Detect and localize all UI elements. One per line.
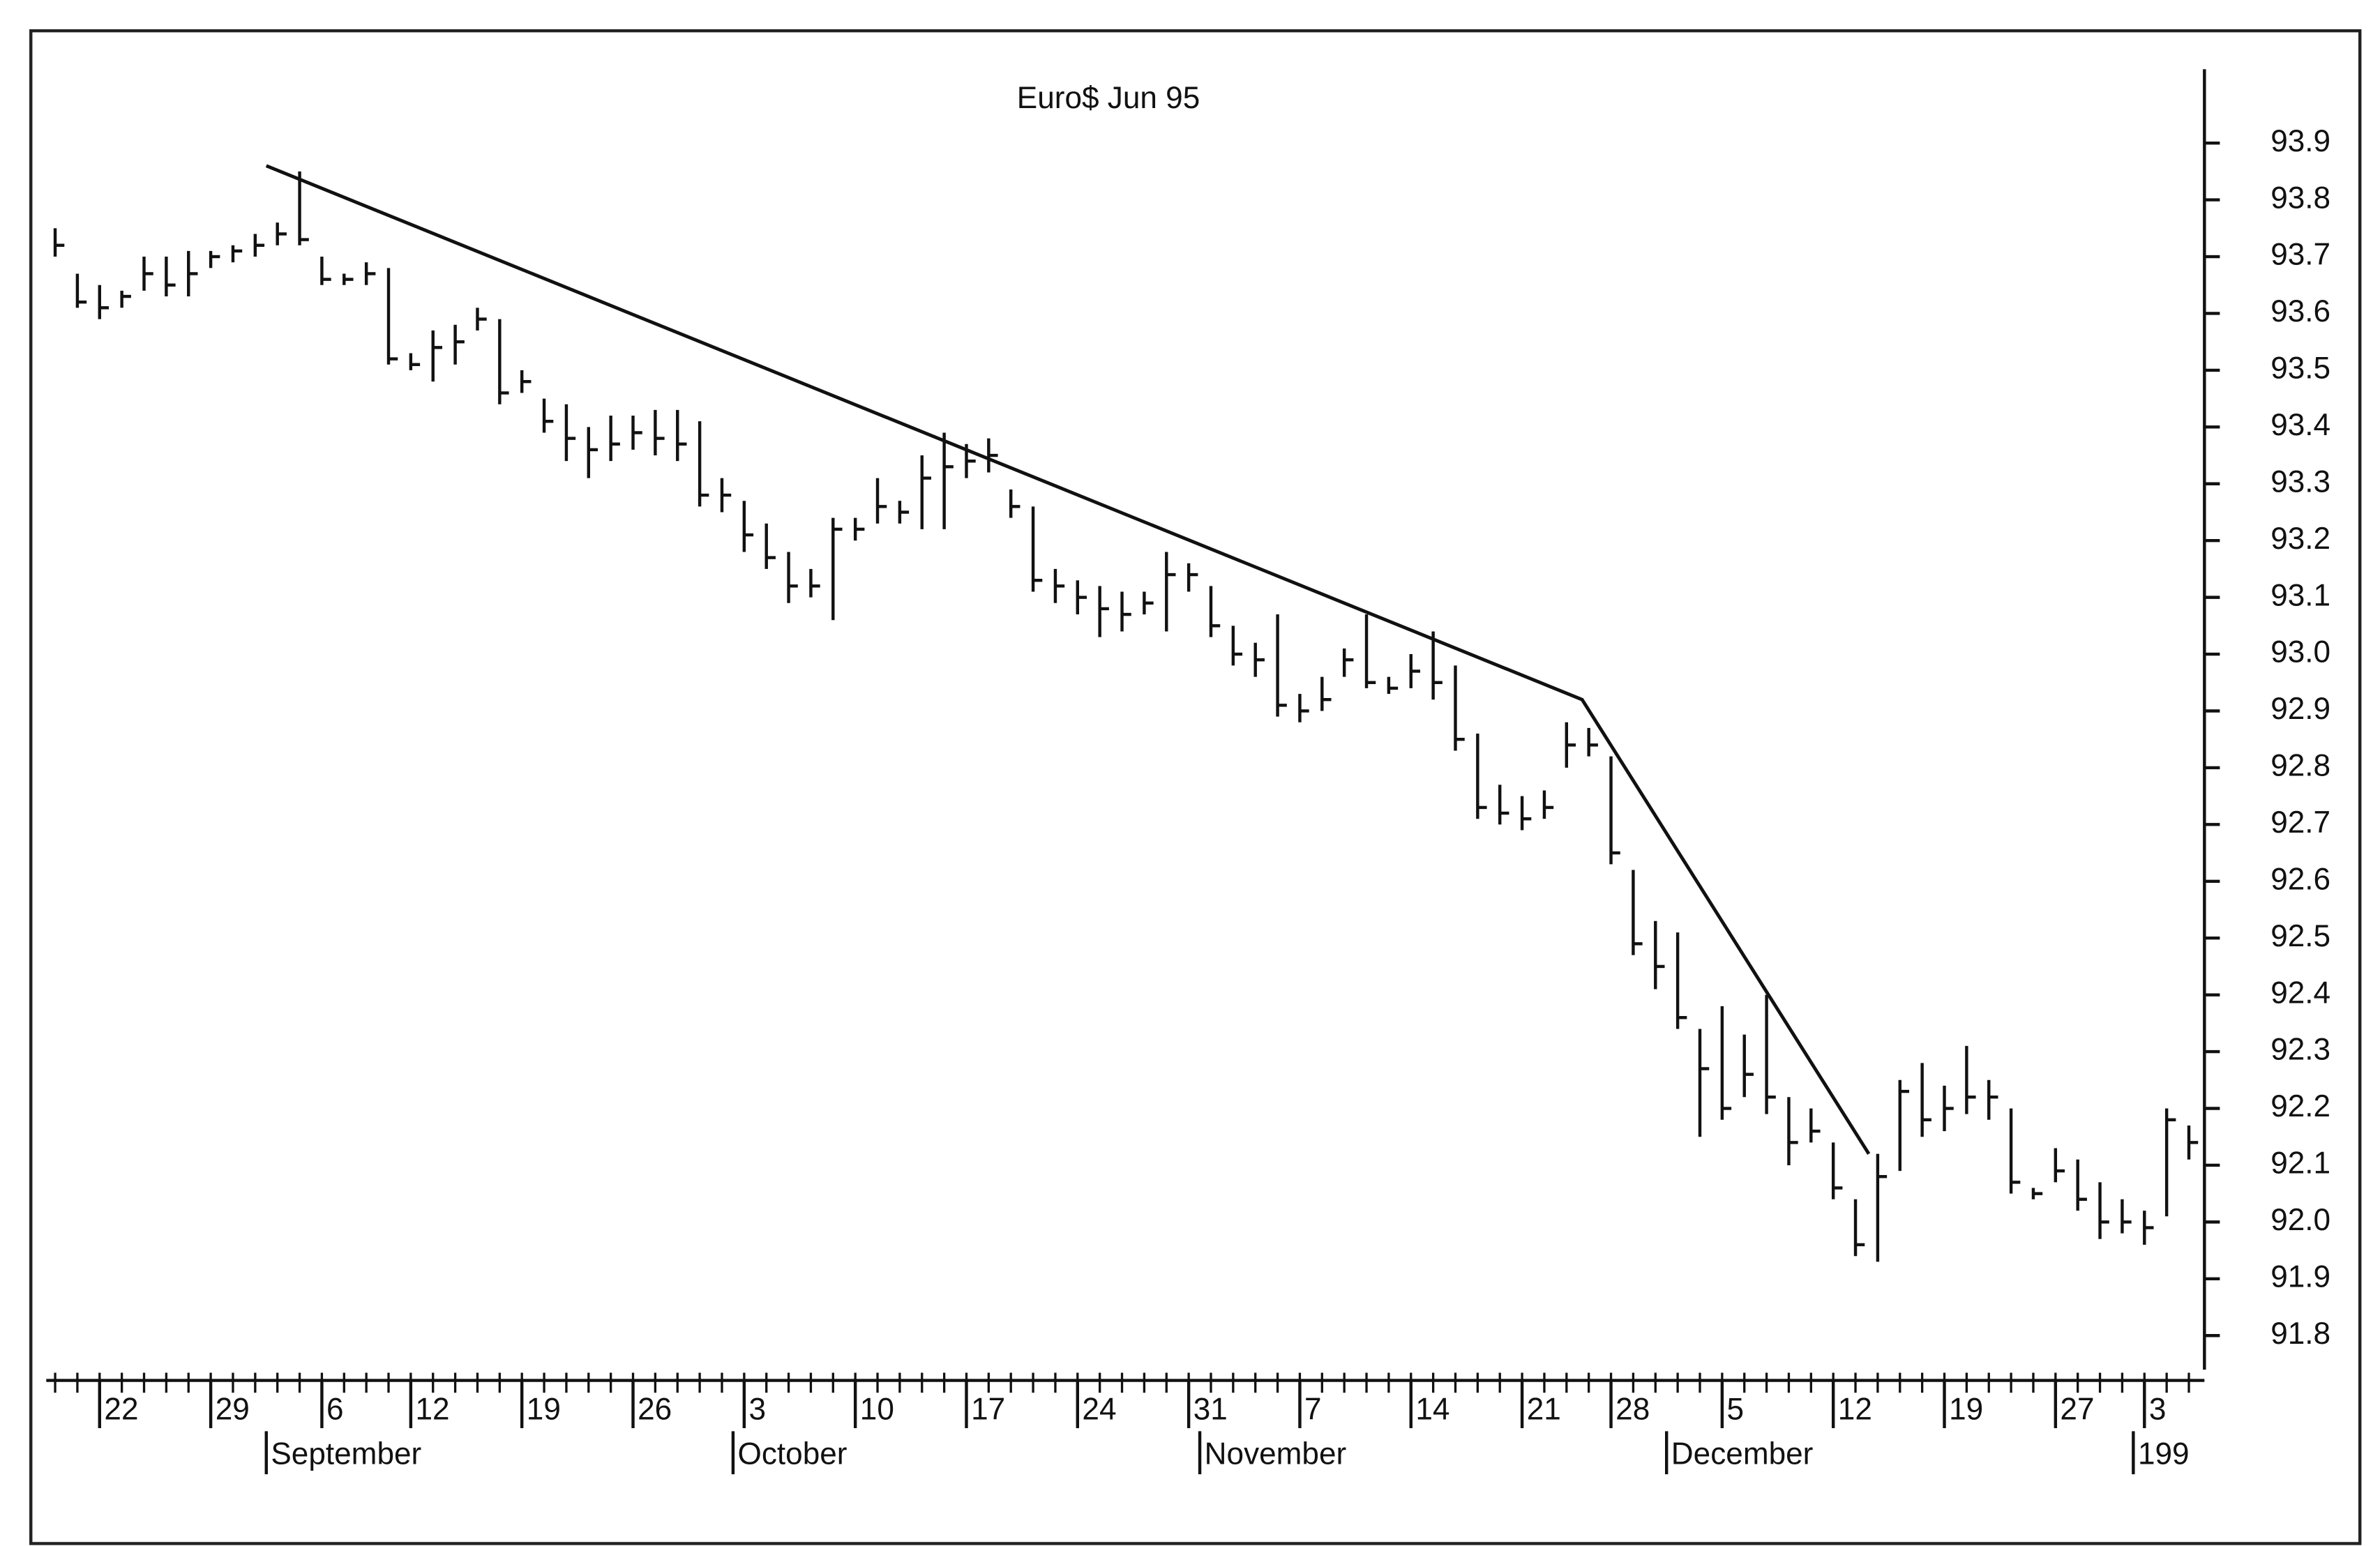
x-tick-label: 12: [1838, 1392, 1872, 1426]
y-tick-label: 93.6: [2270, 294, 2330, 328]
x-tick-label: 26: [638, 1392, 672, 1426]
x-tick-label: 7: [1304, 1392, 1322, 1426]
chart-title: Euro$ Jun 95: [1017, 81, 1200, 115]
x-tick-label: 14: [1415, 1392, 1449, 1426]
x-tick-label: 5: [1726, 1392, 1744, 1426]
x-tick-label: 22: [104, 1392, 138, 1426]
y-tick-label: 93.7: [2270, 238, 2330, 272]
y-tick-label: 91.9: [2270, 1259, 2330, 1294]
y-tick-label: 92.9: [2270, 692, 2330, 726]
x-tick-label: 27: [2060, 1392, 2094, 1426]
month-label: 199: [2138, 1437, 2190, 1471]
y-tick-label: 93.5: [2270, 351, 2330, 386]
x-tick-label: 19: [1949, 1392, 1983, 1426]
x-tick-label: 29: [216, 1392, 250, 1426]
y-tick-label: 92.2: [2270, 1089, 2330, 1123]
y-tick-label: 93.0: [2270, 635, 2330, 669]
y-tick-label: 91.8: [2270, 1317, 2330, 1351]
x-tick-label: 17: [971, 1392, 1005, 1426]
x-tick-label: 28: [1615, 1392, 1650, 1426]
y-tick-label: 93.9: [2270, 124, 2330, 158]
y-tick-label: 92.1: [2270, 1146, 2330, 1181]
month-label: November: [1205, 1437, 1347, 1471]
x-tick-label: 21: [1527, 1392, 1561, 1426]
y-tick-label: 93.8: [2270, 181, 2330, 215]
y-tick-label: 92.7: [2270, 805, 2330, 840]
y-tick-label: 93.4: [2270, 408, 2330, 442]
x-tick-label: 3: [748, 1392, 766, 1426]
y-tick-label: 93.2: [2270, 522, 2330, 556]
x-tick-label: 19: [527, 1392, 561, 1426]
y-tick-label: 92.0: [2270, 1203, 2330, 1237]
trend-line: [265, 164, 1871, 1155]
y-tick-label: 92.4: [2270, 976, 2330, 1010]
y-tick-label: 93.1: [2270, 578, 2330, 612]
x-tick-label: 6: [326, 1392, 344, 1426]
y-tick-label: 92.8: [2270, 749, 2330, 783]
x-tick-label: 24: [1082, 1392, 1116, 1426]
x-tick-label: 10: [860, 1392, 894, 1426]
y-tick-label: 92.3: [2270, 1033, 2330, 1067]
x-tick-label: 31: [1193, 1392, 1228, 1426]
month-label: October: [738, 1437, 848, 1471]
x-tick-label: 3: [2149, 1392, 2167, 1426]
y-tick-label: 93.3: [2270, 464, 2330, 499]
y-tick-label: 92.5: [2270, 919, 2330, 953]
month-label: December: [1671, 1437, 1814, 1471]
y-tick-label: 92.6: [2270, 862, 2330, 896]
frame: [29, 29, 2362, 1545]
month-label: September: [271, 1437, 421, 1471]
x-tick-label: 12: [416, 1392, 450, 1426]
